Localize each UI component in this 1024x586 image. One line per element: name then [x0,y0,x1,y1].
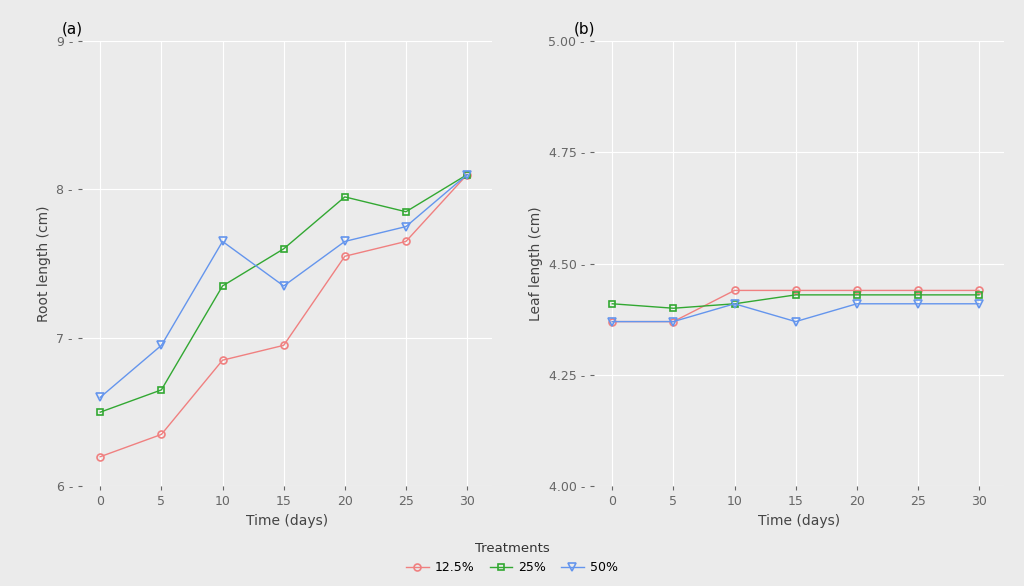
Y-axis label: Root length (cm): Root length (cm) [37,206,51,322]
Legend: 12.5%, 25%, 50%: 12.5%, 25%, 50% [407,541,617,574]
Text: (b): (b) [573,22,595,36]
X-axis label: Time (days): Time (days) [246,514,328,528]
Y-axis label: Leaf length (cm): Leaf length (cm) [528,206,543,321]
X-axis label: Time (days): Time (days) [758,514,840,528]
Text: (a): (a) [61,22,83,36]
